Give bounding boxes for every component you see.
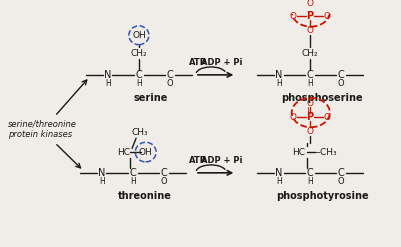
Text: H: H xyxy=(306,177,312,186)
Text: ATP: ATP xyxy=(188,58,206,66)
Text: CH₂: CH₂ xyxy=(301,48,318,58)
Text: CH₃: CH₃ xyxy=(132,128,148,137)
Text: phosphoserine: phosphoserine xyxy=(280,93,362,103)
Text: N: N xyxy=(274,168,282,178)
Text: N: N xyxy=(274,70,282,80)
Text: C: C xyxy=(337,168,344,178)
Text: C: C xyxy=(135,70,142,80)
Text: H: H xyxy=(99,177,104,186)
Text: C: C xyxy=(129,168,136,178)
Text: C: C xyxy=(306,70,312,80)
Text: serine: serine xyxy=(134,93,168,103)
Text: threonine: threonine xyxy=(117,191,171,201)
Text: H: H xyxy=(306,79,312,88)
Text: O: O xyxy=(289,12,296,21)
Text: N: N xyxy=(104,70,111,80)
Text: C: C xyxy=(306,168,312,178)
Text: OH: OH xyxy=(138,148,152,157)
Text: C: C xyxy=(166,70,173,80)
Text: O: O xyxy=(306,26,313,35)
Text: O: O xyxy=(160,177,167,186)
Text: P: P xyxy=(306,11,313,21)
Text: —CH₃: —CH₃ xyxy=(310,148,336,157)
Text: phosphotyrosine: phosphotyrosine xyxy=(275,191,367,201)
Text: HC: HC xyxy=(117,148,130,157)
Text: H: H xyxy=(130,177,136,186)
Text: O: O xyxy=(289,113,296,122)
Text: ADP + Pi: ADP + Pi xyxy=(200,58,242,66)
Text: H: H xyxy=(105,79,110,88)
Text: H: H xyxy=(136,79,142,88)
Text: O: O xyxy=(166,79,173,88)
Text: H: H xyxy=(275,79,281,88)
Text: O: O xyxy=(337,177,344,186)
Text: CH₂: CH₂ xyxy=(130,48,147,58)
Text: O: O xyxy=(322,113,330,122)
Text: C: C xyxy=(160,168,167,178)
Text: O: O xyxy=(337,79,344,88)
Text: HC: HC xyxy=(292,148,304,157)
Text: O: O xyxy=(306,99,313,108)
Text: N: N xyxy=(98,168,105,178)
Text: ADP + Pi: ADP + Pi xyxy=(200,156,242,165)
Text: O: O xyxy=(306,0,313,8)
Text: H: H xyxy=(275,177,281,186)
Text: O: O xyxy=(322,12,330,21)
Text: C: C xyxy=(337,70,344,80)
Text: ATP: ATP xyxy=(188,156,206,165)
Text: O: O xyxy=(306,127,313,136)
Text: serine/threonine
protein kinases: serine/threonine protein kinases xyxy=(8,120,77,139)
Text: P: P xyxy=(306,112,313,122)
Text: OH: OH xyxy=(132,31,146,40)
